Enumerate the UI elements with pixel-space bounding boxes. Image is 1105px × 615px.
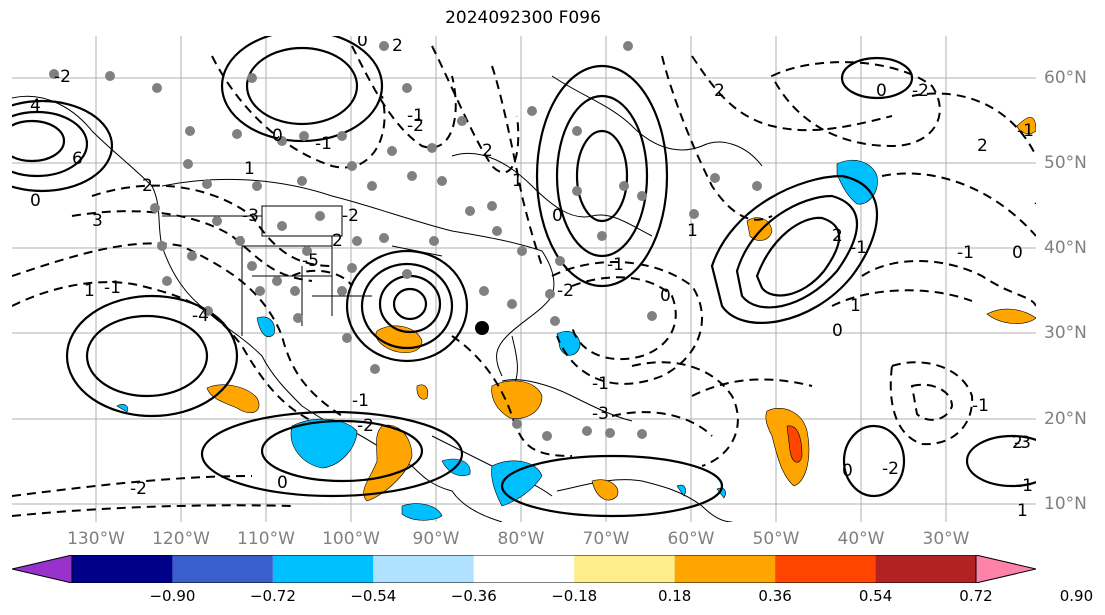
contour-label: 2 — [482, 141, 493, 161]
contour-label: 0 — [357, 36, 368, 51]
colorbar-tick-label: −0.72 — [249, 587, 296, 605]
x-tick-label: 70°W — [582, 529, 630, 549]
contour-label: -2 — [557, 281, 574, 301]
contour-label: -2 — [130, 479, 147, 499]
contour-label: -2 — [882, 459, 899, 479]
contours-dashed — [12, 45, 1036, 517]
contour-label: -1 — [104, 278, 121, 298]
contour-label: -1 — [972, 396, 989, 416]
contour-label: -2 — [1034, 193, 1036, 213]
contour-label: -1 — [352, 391, 369, 411]
colorbar-tick-label: −0.54 — [350, 587, 397, 605]
contour-label: 0 — [272, 126, 283, 146]
contour-label: -1 — [1016, 476, 1033, 496]
contour-label: 0 — [660, 286, 671, 306]
colorbar-segment — [875, 555, 976, 583]
map-title: 2024092300 F096 — [445, 8, 601, 28]
contour-label: -2 — [912, 81, 929, 101]
contour-label: -1 — [607, 255, 624, 275]
contour-label: -3 — [242, 206, 259, 226]
colorbar-segment — [272, 555, 374, 583]
colorbar-tick-label: 0.54 — [858, 587, 893, 605]
colorbar-extend-high — [975, 555, 1036, 583]
y-tick-label: 50°N — [1044, 153, 1087, 173]
contour-label: 1 — [1017, 501, 1028, 521]
colorbar-tick-label: −0.90 — [149, 587, 196, 605]
contour-label: -1 — [592, 374, 609, 394]
contour-label: -1 — [407, 106, 424, 126]
contour-label: 0 — [30, 191, 41, 211]
colorbar-tick-label: −0.36 — [450, 587, 497, 605]
contour-label: -2 — [342, 206, 359, 226]
contour-label: -1 — [850, 238, 867, 258]
x-tick-label: 40°W — [837, 529, 885, 549]
contour-label: 0 — [277, 473, 288, 493]
colorbar-tick-label: 0.36 — [758, 587, 792, 605]
colorbar-segment — [473, 555, 575, 583]
contour-label: 0 — [552, 206, 563, 226]
colorbar-tick-label: 0.90 — [1059, 587, 1094, 605]
colorbar-tick-label: 0.72 — [959, 587, 993, 605]
contours-solid — [12, 36, 1036, 518]
y-tick-label: 60°N — [1044, 68, 1087, 88]
y-tick-label: 30°N — [1044, 323, 1087, 343]
y-tick-label: 20°N — [1044, 409, 1087, 429]
colorbar-segment — [172, 555, 273, 583]
contour-label: 2 — [142, 176, 153, 196]
contour-label: 0 — [842, 461, 853, 481]
contour-label: 2 — [714, 81, 725, 101]
y-tick-label: 10°N — [1044, 494, 1087, 514]
x-tick-label: 80°W — [497, 529, 545, 549]
y-tick-label: 40°N — [1044, 238, 1087, 258]
x-tick-label: 130°W — [67, 529, 125, 549]
contour-label: -1 — [315, 134, 332, 154]
contour-label: 1 — [850, 296, 861, 316]
x-tick-label: 100°W — [322, 529, 380, 549]
x-tick-label: 90°W — [412, 529, 460, 549]
contour-label: -3 — [1014, 433, 1031, 453]
contour-label: 3 — [92, 211, 103, 231]
colorbar-segment — [674, 555, 776, 583]
contour-label: -4 — [192, 306, 209, 326]
x-tick-label: 110°W — [237, 529, 295, 549]
x-tick-label: 60°W — [667, 529, 715, 549]
contour-label: -3 — [592, 404, 609, 424]
colorbar-segment — [373, 555, 474, 583]
contour-label: 6 — [72, 149, 83, 169]
contour-label: -5 — [302, 251, 319, 271]
contour-label: -2 — [357, 416, 374, 436]
colorbar-segment — [574, 555, 675, 583]
contour-label: 0 — [1012, 243, 1023, 263]
x-tick-label: 30°W — [922, 529, 970, 549]
contour-label: 2 — [832, 226, 843, 246]
contour-label: 2 — [977, 136, 988, 156]
contour-label: 2 — [332, 231, 343, 251]
contour-label: -1 — [1017, 121, 1034, 141]
contour-label: 1 — [84, 281, 95, 301]
colorbar-segment — [775, 555, 876, 583]
contour-label: 4 — [30, 96, 41, 116]
colorbar-tick-label: −0.18 — [551, 587, 598, 605]
x-tick-label: 120°W — [152, 529, 210, 549]
contour-label: -2 — [407, 116, 424, 136]
colorbar-extend-low — [12, 555, 73, 583]
contour-label: 1 — [687, 221, 698, 241]
anomaly-fill-orange — [206, 116, 1036, 502]
station-dot-highlight — [475, 321, 489, 335]
contour-label: 1 — [512, 171, 523, 191]
contour-label: 0 — [832, 321, 843, 341]
contour-label: 2 — [392, 36, 403, 56]
x-tick-label: 50°W — [752, 529, 800, 549]
contour-label: -2 — [54, 67, 71, 87]
colorbar-segment — [72, 555, 173, 583]
map-panel: 462-230-3-11-4-52-201-120-1-2210-2-1012-… — [12, 36, 1036, 522]
colorbar — [12, 555, 1036, 583]
contour-label: 1 — [244, 159, 255, 179]
contour-label: -1 — [957, 243, 974, 263]
colorbar-tick-label: 0.18 — [657, 587, 692, 605]
contour-labels: 462-230-3-11-4-52-201-120-1-2210-2-1012-… — [30, 36, 1036, 521]
contour-label: 2 — [1012, 433, 1023, 453]
contour-label: 0 — [876, 81, 887, 101]
station-dots — [49, 41, 762, 441]
